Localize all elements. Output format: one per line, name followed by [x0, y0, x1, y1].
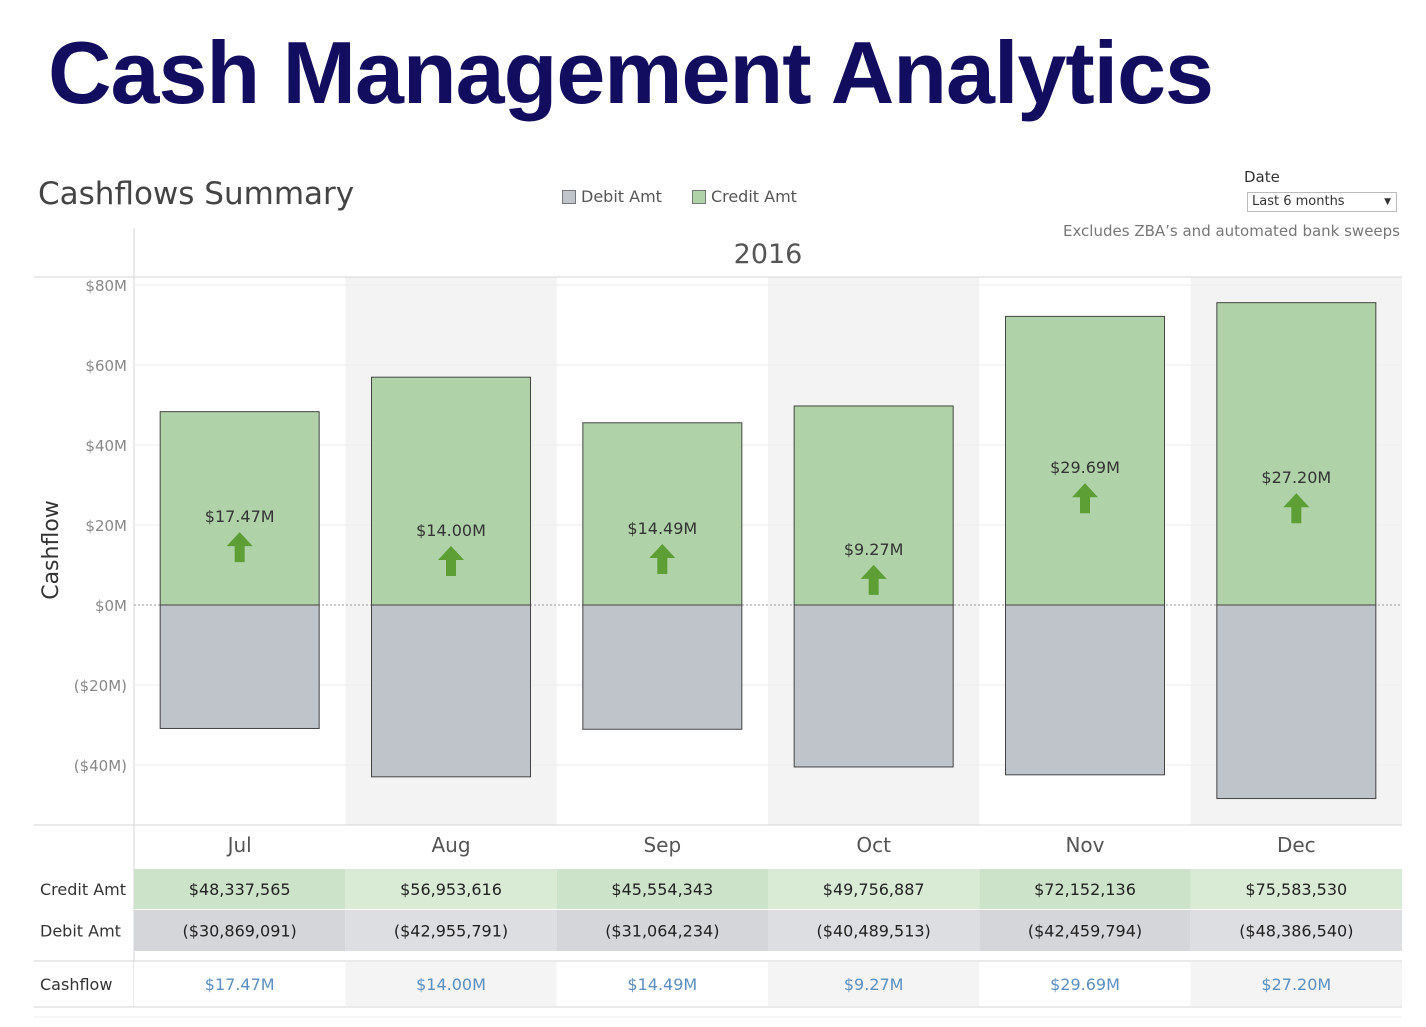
table-cell-bg [134, 910, 346, 951]
table-cell-bg [979, 962, 1191, 1006]
table-cell: $45,554,343 [611, 880, 713, 899]
chevron-down-icon[interactable]: ▼ [1384, 197, 1391, 207]
arrow-up-icon [860, 564, 887, 595]
legend-label-credit: Credit Amt [710, 187, 797, 206]
bar-debit-jul[interactable] [159, 604, 320, 729]
y-tick-label: ($40M) [74, 757, 127, 775]
table-cell-bg [1190, 962, 1402, 1006]
bar-debit-oct[interactable] [793, 604, 954, 768]
legend-swatch-credit [691, 189, 706, 204]
table-row-label: Cashflow [40, 975, 112, 994]
net-data-label: $9.27M [844, 540, 904, 559]
table-cell-bg [979, 869, 1191, 909]
table-cell: ($40,489,513) [817, 922, 931, 941]
table-cell: $14.49M [627, 975, 697, 994]
table-cell: $75,583,530 [1245, 880, 1347, 899]
legend-label-debit: Debit Amt [581, 187, 662, 206]
x-tick-label: Aug [431, 833, 470, 857]
y-axis-label: Cashflow [39, 500, 64, 600]
table-cell-bg [345, 910, 557, 951]
y-tick-label: $60M [85, 357, 127, 375]
year-header: 2016 [734, 239, 803, 270]
y-tick-label: $20M [85, 517, 127, 535]
date-filter-value: Last 6 months [1252, 194, 1345, 209]
bar-debit-dec[interactable] [1216, 604, 1377, 800]
table-cell: ($42,955,791) [394, 922, 508, 941]
net-data-label: $29.69M [1050, 458, 1120, 477]
net-data-label: $14.49M [627, 519, 697, 538]
bar-credit-dec[interactable] [1216, 302, 1377, 606]
table-cell: $17.47M [205, 975, 275, 994]
net-data-label: $27.20M [1261, 468, 1331, 487]
y-tick-label: $40M [85, 437, 127, 455]
table-cell-bg [556, 962, 768, 1006]
table-cell-bg [556, 910, 768, 951]
table-cell: ($48,386,540) [1239, 922, 1353, 941]
table-cell-bg [768, 910, 980, 951]
table-cell: $56,953,616 [400, 880, 502, 899]
date-filter-select[interactable]: Last 6 months ▼ [1247, 192, 1397, 212]
x-tick-label: Dec [1277, 833, 1316, 857]
table-cell-bg [556, 869, 768, 909]
table-cell: $49,756,887 [823, 880, 925, 899]
chart-subtitle: Cashflows Summary [38, 176, 355, 212]
arrow-up-icon [438, 546, 464, 577]
x-tick-label: Oct [856, 833, 891, 857]
page-title: Cash Management Analytics [48, 23, 1214, 122]
table-cell: ($42,459,794) [1028, 922, 1142, 941]
bar-credit-jul[interactable] [159, 411, 320, 606]
arrow-up-icon [1072, 483, 1098, 514]
table-cell-bg [1190, 910, 1402, 951]
x-tick-label: Jul [226, 833, 252, 857]
chart-legend: Debit Amt Credit Amt [562, 187, 797, 206]
table-row-label: Debit Amt [40, 922, 121, 941]
table-cell: $27.20M [1261, 975, 1331, 994]
y-tick-label: $0M [95, 597, 127, 615]
arrow-up-icon [649, 544, 676, 575]
net-data-label: $14.00M [416, 521, 486, 540]
bar-debit-aug[interactable] [371, 604, 531, 778]
table-cell-bg [134, 869, 346, 909]
bar-debit-sep[interactable] [582, 604, 743, 730]
legend-swatch-debit [562, 189, 576, 204]
y-tick-label: $80M [85, 277, 127, 295]
table-cell: $29.69M [1050, 975, 1120, 994]
net-data-label: $17.47M [205, 507, 275, 526]
table-cell-bg [979, 910, 1191, 951]
chart-note: Excludes ZBA’s and automated bank sweeps [1062, 222, 1400, 240]
table-cell: $9.27M [844, 975, 904, 994]
table-cell-bg [345, 962, 557, 1006]
table-cell: $72,152,136 [1034, 880, 1136, 899]
x-tick-label: Sep [643, 833, 681, 857]
table-cell-bg [134, 962, 346, 1006]
table-cell: $14.00M [416, 975, 486, 994]
table-cell-bg [345, 869, 557, 909]
table-row-label: Credit Amt [40, 880, 126, 899]
bar-credit-nov[interactable] [1005, 315, 1165, 606]
y-tick-label: ($20M) [74, 677, 127, 695]
bar-debit-nov[interactable] [1005, 604, 1165, 776]
table-cell-bg [1190, 869, 1402, 909]
arrow-up-icon [226, 532, 253, 563]
table-cell: ($30,869,091) [183, 922, 297, 941]
arrow-up-icon [1283, 493, 1310, 524]
legend-item-credit[interactable]: Credit Amt [691, 187, 797, 206]
bar-credit-sep[interactable] [582, 422, 743, 606]
table-cell-bg [768, 962, 980, 1006]
table-cell: ($31,064,234) [605, 922, 719, 941]
legend-item-debit[interactable]: Debit Amt [562, 187, 662, 206]
table-cell: $48,337,565 [189, 880, 291, 899]
table-cell-bg [768, 869, 980, 909]
x-tick-label: Nov [1065, 833, 1104, 857]
date-filter-label: Date [1244, 168, 1280, 186]
